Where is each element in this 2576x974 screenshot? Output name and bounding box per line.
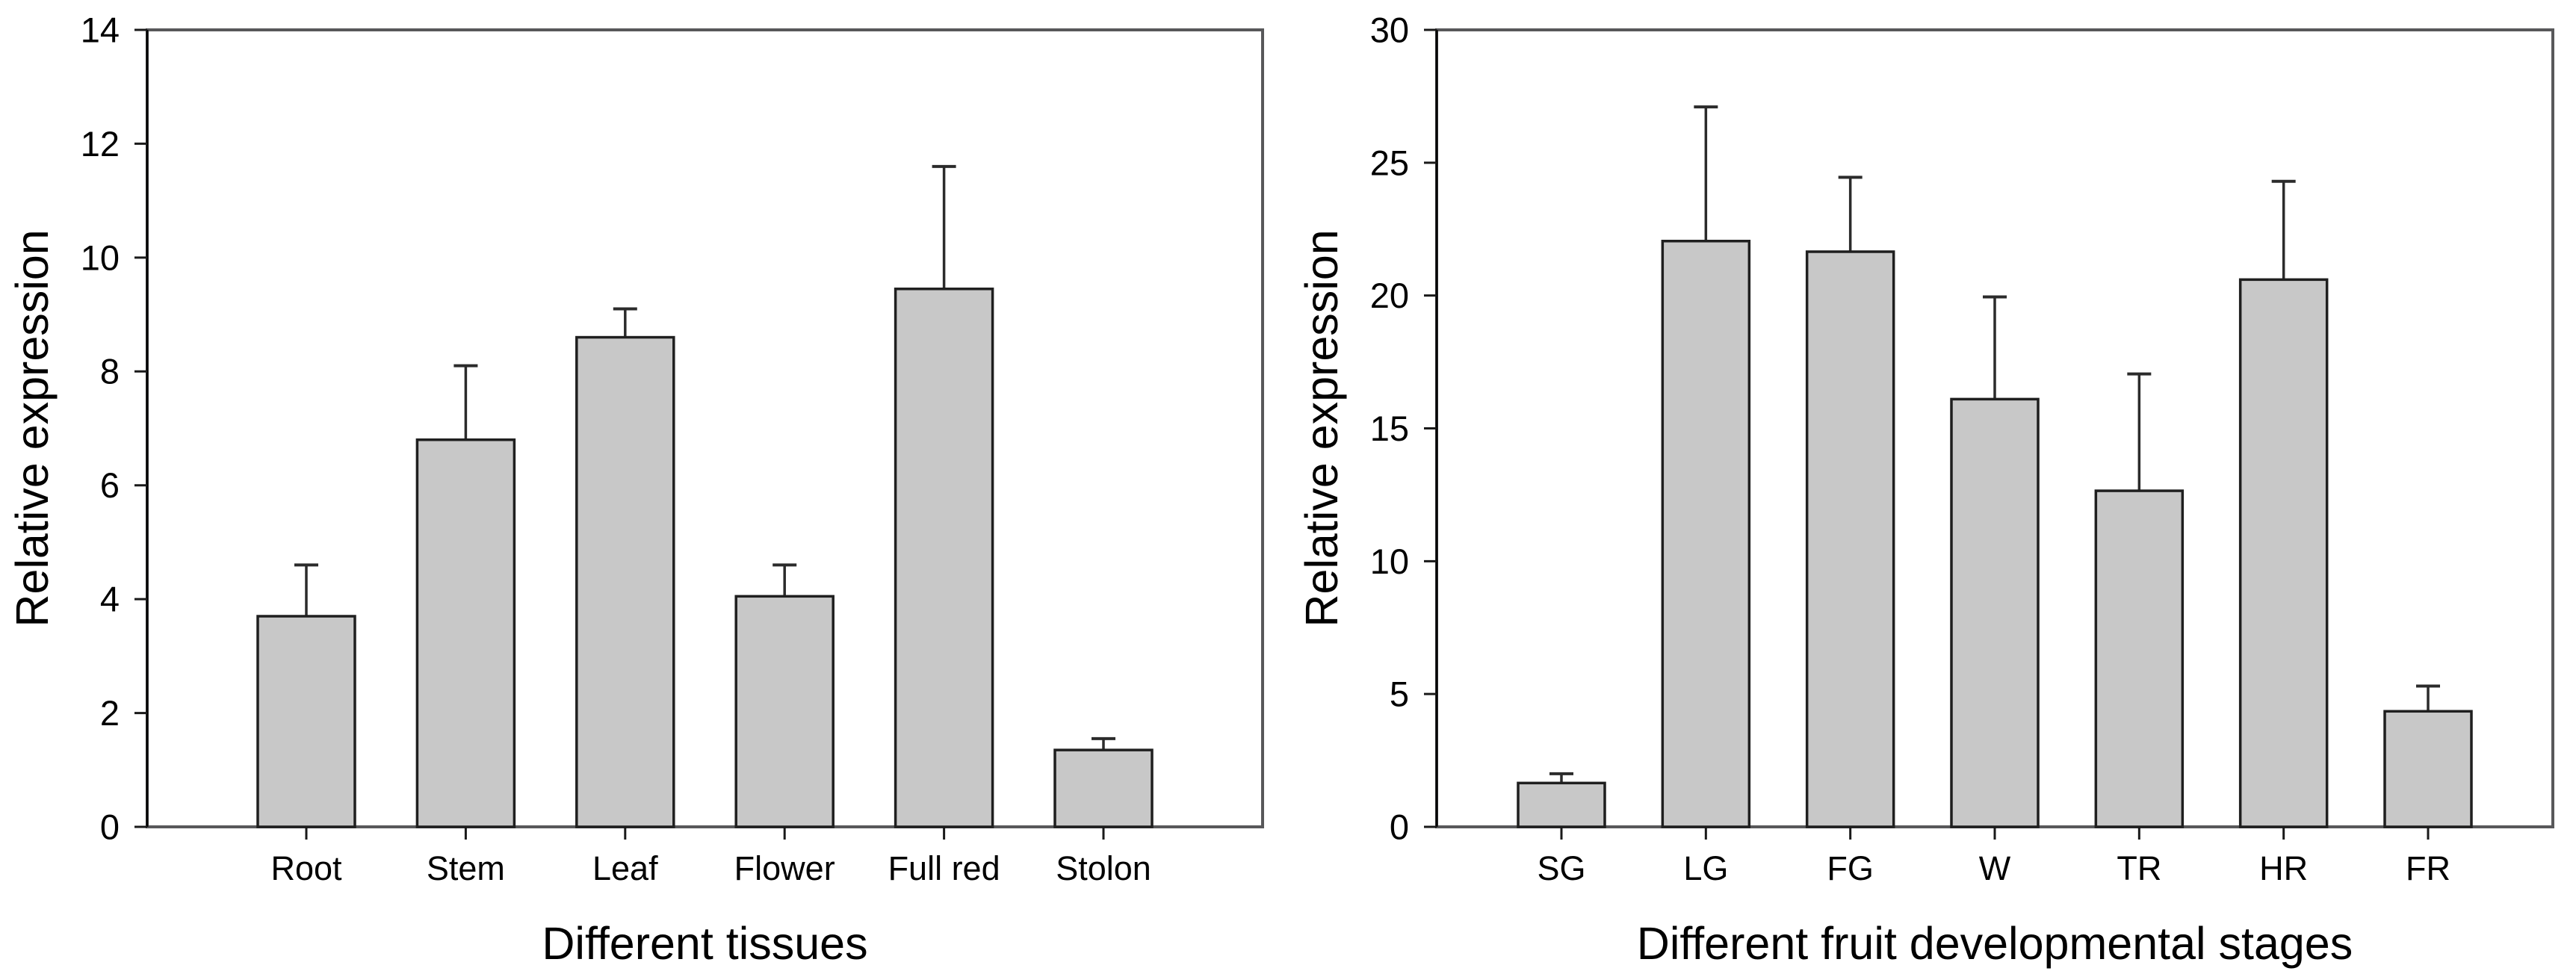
x-category-label: Full red (888, 849, 1000, 887)
y-tick-label: 5 (1390, 674, 1409, 714)
x-category-label: Leaf (592, 849, 658, 887)
x-category-label: Root (270, 849, 342, 887)
x-axis-title: Different fruit developmental stages (1637, 918, 2353, 969)
tissue-expression-chart: 0 2 4 6 8 10 12 14 Root Stem Leaf Flower Full red Sto… (7, 10, 1264, 969)
bar (2383, 710, 2473, 828)
x-category-label: Flower (734, 849, 835, 887)
y-tick-label: 10 (81, 238, 120, 277)
y-tick-label: 10 (1370, 542, 1409, 581)
x-category-label: FR (2406, 849, 2450, 887)
bar (1661, 240, 1751, 828)
fruit-stage-expression-chart: 0 5 10 15 20 25 30 SG LG FG W TR HR FR Different fruit… (1296, 10, 2554, 969)
x-category-label: LG (1683, 849, 1728, 887)
x-category-label: Stolon (1056, 849, 1151, 887)
bar (734, 595, 835, 828)
x-category-label: TR (2117, 849, 2161, 887)
x-category-label: Stem (427, 849, 505, 887)
x-category-label: FG (1827, 849, 1874, 887)
y-tick-label: 12 (81, 124, 120, 164)
bar (575, 335, 675, 828)
x-category-label: SG (1537, 849, 1585, 887)
y-tick-label: 0 (1390, 807, 1409, 846)
bar (894, 288, 994, 828)
y-tick-label: 15 (1370, 409, 1409, 448)
y-tick-label: 25 (1370, 143, 1409, 182)
bar (2238, 278, 2329, 828)
bar (1517, 781, 1606, 828)
bar (1805, 250, 1895, 828)
bar (1053, 748, 1154, 828)
bar (2094, 489, 2185, 828)
y-tick-label: 2 (100, 693, 120, 733)
y-tick-label: 30 (1370, 10, 1409, 49)
y-tick-label: 8 (100, 352, 120, 391)
x-category-label: HR (2259, 849, 2308, 887)
x-axis-title: Different tissues (542, 918, 867, 969)
y-tick-label: 4 (100, 580, 120, 619)
bar (1950, 397, 2040, 828)
y-axis-title: Relative expression (7, 229, 58, 627)
y-tick-label: 14 (81, 10, 120, 49)
x-category-label: W (1979, 849, 2011, 887)
y-tick-label: 6 (100, 465, 120, 505)
bar (256, 615, 356, 828)
y-axis-title: Relative expression (1296, 229, 1347, 627)
y-tick-label: 20 (1370, 276, 1409, 315)
y-tick-label: 0 (100, 807, 120, 846)
bar (415, 438, 516, 828)
